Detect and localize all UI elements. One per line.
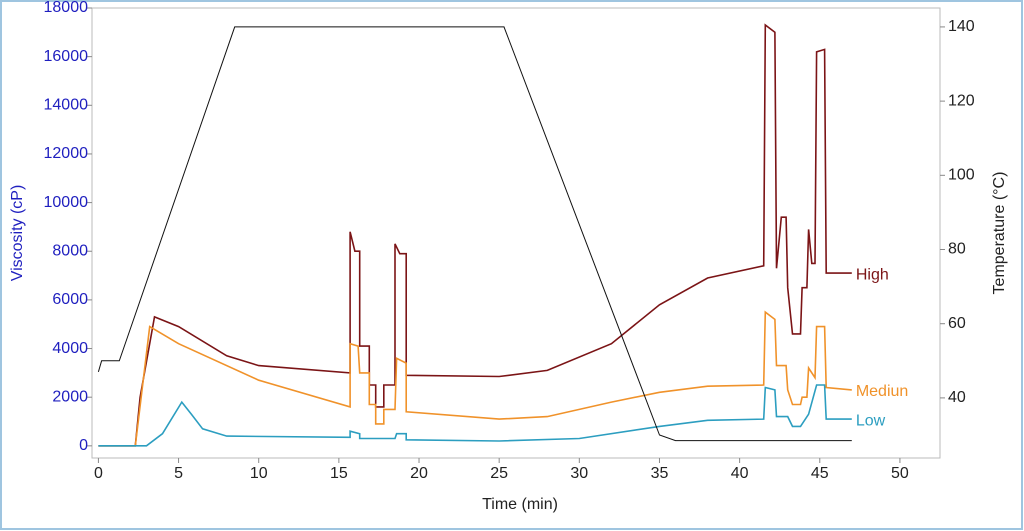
y-tick-label: 12000 (44, 145, 89, 162)
y-tick-label: 8000 (52, 242, 88, 259)
plot-area (91, 7, 941, 459)
y-tick-label: 10000 (44, 194, 89, 211)
x-tick-label: 15 (330, 465, 348, 482)
y2-tick-label: 60 (948, 315, 966, 332)
series-line (98, 23, 852, 447)
y-tick-label: 2000 (52, 388, 88, 405)
y2-tick-label: 80 (948, 241, 966, 258)
x-tick-label: 5 (174, 465, 183, 482)
x-tick-label: 40 (731, 465, 749, 482)
series-label: Low (856, 412, 886, 429)
y2-tick-label: 140 (948, 18, 975, 35)
series-label: Mediun (856, 383, 908, 400)
series-line (98, 310, 852, 447)
y-tick-label: 18000 (44, 0, 89, 16)
x-tick-label: 50 (891, 465, 909, 482)
y2-tick-label: 120 (948, 92, 975, 109)
x-tick-label: 35 (651, 465, 669, 482)
x-tick-label: 20 (410, 465, 428, 482)
series-line (97, 26, 852, 442)
y2-tick-label: 40 (948, 389, 966, 406)
y-tick-label: 6000 (52, 291, 88, 308)
y2-axis-title: Temperature (°C) (991, 172, 1008, 295)
y-tick-label: 4000 (52, 340, 88, 357)
x-tick-label: 25 (490, 465, 508, 482)
y-tick-label: 16000 (44, 48, 89, 65)
x-axis-title: Time (min) (482, 496, 558, 513)
x-tick-label: 30 (570, 465, 588, 482)
x-tick-label: 45 (811, 465, 829, 482)
y-tick-label: 14000 (44, 97, 89, 114)
y2-tick-label: 100 (948, 167, 975, 184)
series-label: High (856, 266, 889, 283)
y-axis-title: Viscosity (cP) (9, 185, 26, 282)
x-tick-label: 0 (94, 465, 103, 482)
series-line (98, 384, 852, 447)
x-tick-label: 10 (250, 465, 268, 482)
y-tick-label: 0 (79, 437, 88, 454)
